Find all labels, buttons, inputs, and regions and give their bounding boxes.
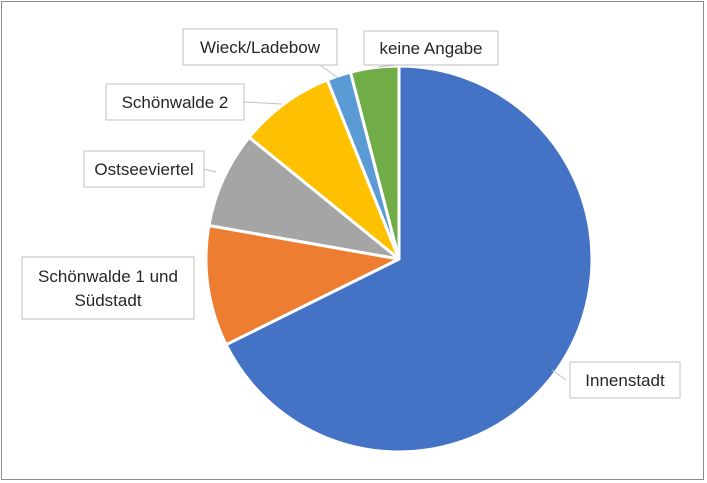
slice-label-1: Innenstadt <box>569 361 681 399</box>
pie-slices <box>204 64 594 454</box>
slice-label-5: Wieck/Ladebow <box>182 28 338 66</box>
slice-label-box <box>83 150 205 188</box>
slice-label-text: Schönwalde 1 und Südstadt <box>38 267 178 310</box>
leader-line-1 <box>551 369 567 381</box>
slice-label-text: Schönwalde 2 <box>122 93 229 112</box>
pie-slice-4 <box>247 78 401 261</box>
slice-label-4: Schönwalde 2 <box>105 83 245 121</box>
slice-label-3: Ostseeviertel <box>83 150 205 188</box>
slice-labels: Innenstadt Schönwalde 1 und Südstadt Ostsee… <box>21 28 681 399</box>
leader-line-4 <box>243 101 283 105</box>
pie-slice-3 <box>207 135 401 261</box>
pie-slice-6 <box>349 64 401 261</box>
slice-label-box <box>105 83 245 121</box>
leader-line-5 <box>319 64 339 79</box>
slice-label-text: Innenstadt <box>585 371 665 390</box>
slice-label-6: keine Angabe <box>363 30 499 66</box>
pie-slice-1 <box>224 64 594 454</box>
slice-label-box <box>569 361 681 399</box>
slice-label-box <box>363 30 499 66</box>
slice-label-box <box>182 28 338 66</box>
leader-line-3 <box>203 168 217 173</box>
slice-label-box <box>21 256 195 320</box>
slice-label-2: Schönwalde 1 und Südstadt <box>21 256 195 320</box>
slice-label-text: Ostseeviertel <box>94 160 193 179</box>
slice-label-text: Wieck/Ladebow <box>200 38 321 57</box>
pie-slice-2 <box>204 223 401 347</box>
slice-label-text: keine Angabe <box>379 39 482 58</box>
